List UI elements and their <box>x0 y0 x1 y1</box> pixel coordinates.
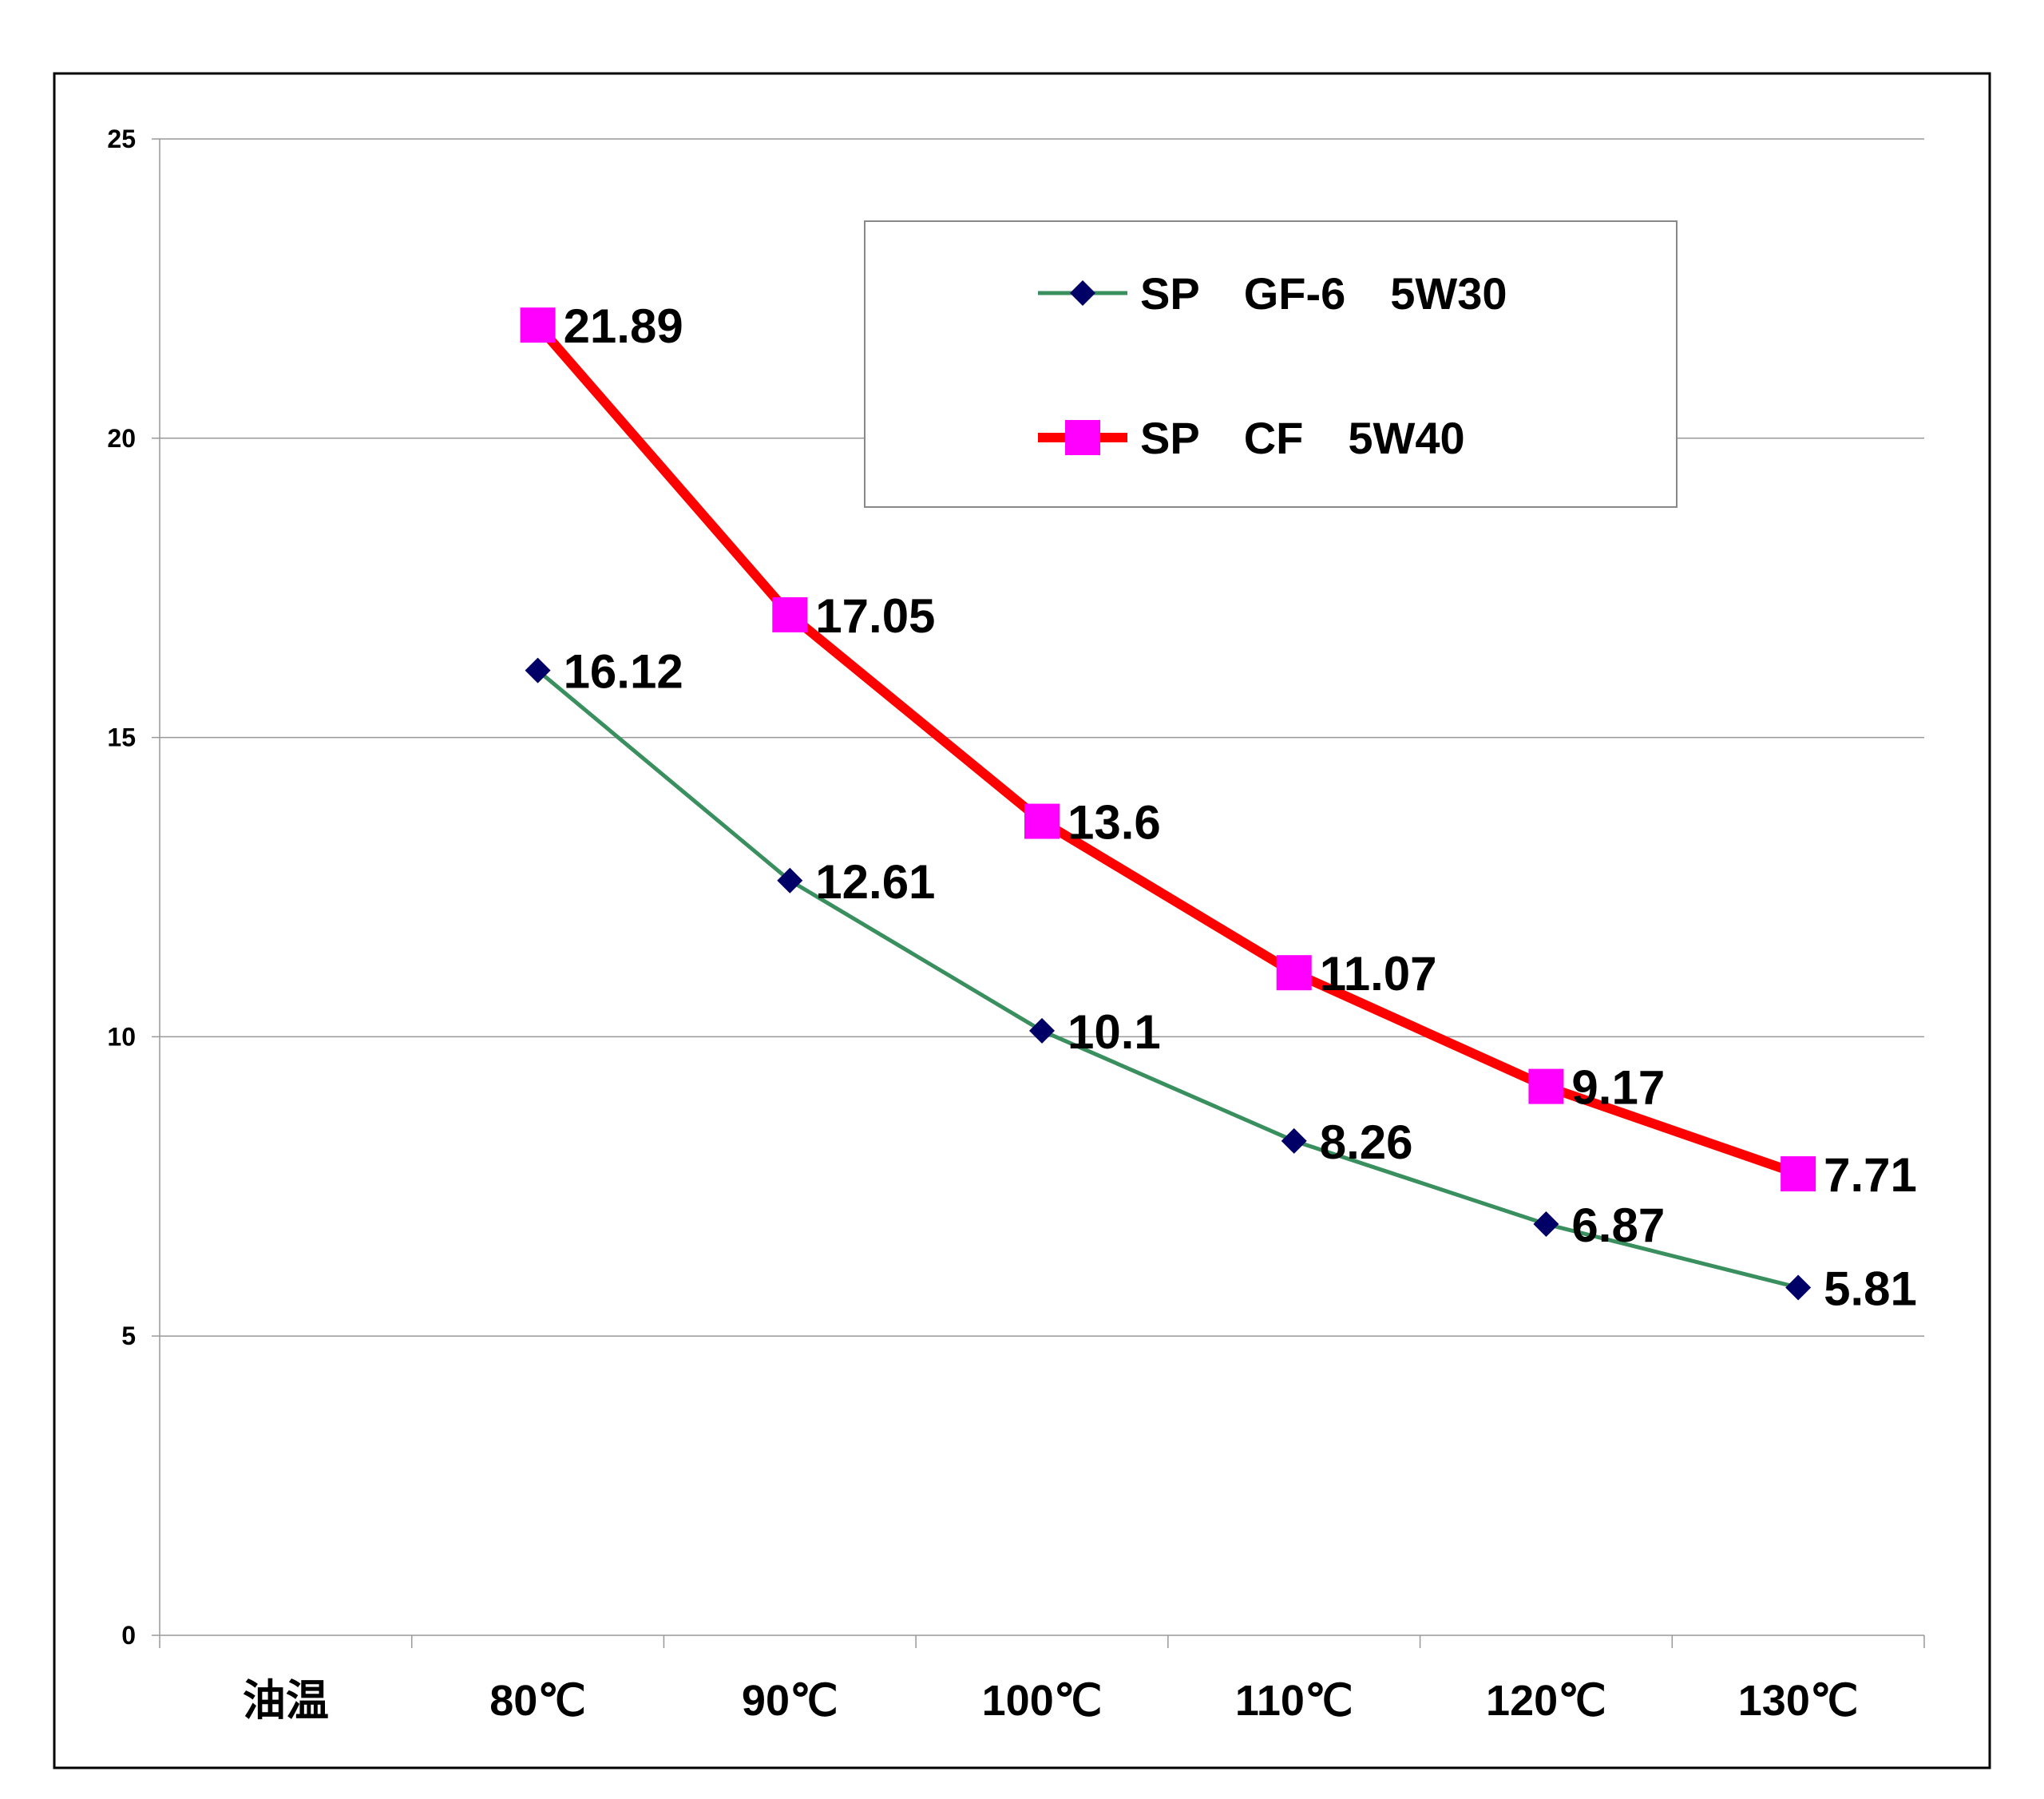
data-label: 10.1 <box>1068 1005 1161 1059</box>
data-label: 6.87 <box>1571 1199 1665 1252</box>
data-label: 13.6 <box>1068 796 1161 850</box>
y-tick-label: 20 <box>107 424 136 453</box>
series-1: 16.12 12.61 10.1 8.26 6.87 5.81 <box>525 645 1917 1315</box>
data-point <box>1029 1017 1055 1044</box>
legend-box <box>864 220 1678 508</box>
y-tick-label: 0 <box>121 1621 136 1650</box>
series-line <box>536 668 1799 1290</box>
series-2: 21.89 17.05 13.6 11.07 9.17 7.71 <box>520 299 1917 1202</box>
y-tick-label: 10 <box>107 1022 136 1051</box>
x-axis-ticks: 油温 80℃ 90℃ 100℃ 110℃ 120℃ 130℃ <box>243 1677 1859 1725</box>
data-label: 21.89 <box>564 299 683 353</box>
data-point <box>777 867 803 894</box>
series-line <box>534 322 1800 1179</box>
data-label: 8.26 <box>1320 1115 1413 1169</box>
x-tick-label: 120℃ <box>1486 1677 1606 1725</box>
data-point <box>1281 1127 1307 1154</box>
x-tick-label: 油温 <box>243 1677 329 1725</box>
x-tick-label: 100℃ <box>982 1677 1103 1725</box>
legend-swatch-marker <box>1070 280 1095 306</box>
y-tick-label: 25 <box>107 125 136 153</box>
legend-label: SP GF-6 5W30 <box>1140 268 1507 319</box>
data-point <box>1276 955 1312 991</box>
legend-label: SP CF 5W40 <box>1140 413 1465 463</box>
data-point <box>520 307 556 343</box>
y-tick-label: 5 <box>121 1322 136 1350</box>
data-label: 9.17 <box>1571 1061 1665 1115</box>
data-point <box>772 596 808 632</box>
legend: SP GF-6 5W30 SP CF 5W40 <box>864 220 1678 508</box>
data-point <box>1781 1156 1816 1192</box>
axes <box>152 138 1925 1648</box>
data-label: 16.12 <box>564 645 683 699</box>
legend-swatch-marker <box>1065 420 1100 455</box>
data-label: 17.05 <box>815 589 935 643</box>
plot-area: 16.12 12.61 10.1 8.26 6.87 5.81 21.89 17.05 13.6… <box>520 299 1917 1315</box>
data-label: 5.81 <box>1824 1262 1917 1315</box>
data-point <box>1024 803 1060 839</box>
data-label: 11.07 <box>1320 947 1437 1001</box>
x-tick-label: 110℃ <box>1235 1677 1353 1725</box>
data-label: 12.61 <box>815 855 935 909</box>
x-tick-label: 90℃ <box>742 1677 838 1725</box>
y-tick-label: 15 <box>107 723 136 752</box>
y-axis-ticks: 0 5 10 15 20 25 <box>107 125 136 1650</box>
x-tick-label: 130℃ <box>1738 1677 1859 1725</box>
data-point <box>525 657 551 684</box>
data-label: 7.71 <box>1824 1148 1917 1202</box>
x-tick-label: 80℃ <box>489 1677 586 1725</box>
data-point <box>1528 1068 1564 1104</box>
data-point <box>1533 1211 1559 1238</box>
data-point <box>1785 1274 1812 1301</box>
